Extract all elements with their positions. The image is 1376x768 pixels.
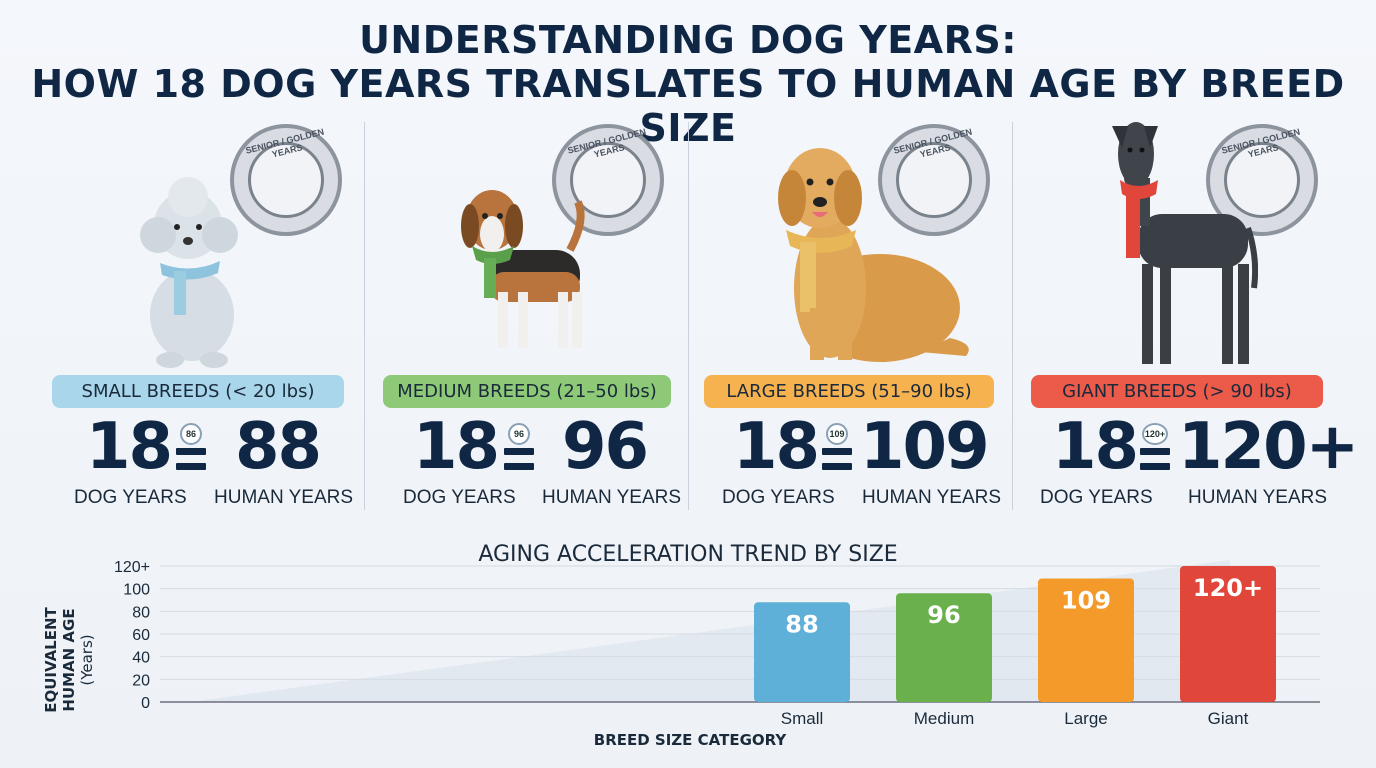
dog-years-value: 18: [1052, 410, 1139, 484]
human-years-label: HUMAN YEARS: [862, 487, 1002, 508]
bar: [896, 593, 992, 702]
human-years-value: 120+: [1178, 410, 1359, 484]
senior-badge-icon: SENIOR / GOLDEN YEARS: [552, 124, 664, 236]
breed-label-small: SMALL BREEDS (< 20 lbs): [52, 375, 344, 408]
chart-title: AGING ACCELERATION TREND BY SIZE: [478, 542, 898, 567]
y-tick-label: 40: [132, 650, 150, 667]
breed-label-large: LARGE BREEDS (51–90 lbs): [704, 375, 994, 408]
x-tick-label: Small: [781, 709, 824, 728]
bar: [1038, 578, 1134, 702]
bar-value-label: 120+: [1193, 574, 1263, 602]
equals-icon: [176, 448, 206, 472]
human-years-label: HUMAN YEARS: [214, 487, 354, 508]
bar: [1180, 566, 1276, 702]
bar: [754, 602, 850, 702]
mini-gauge-icon: 120+: [1142, 423, 1168, 445]
mini-gauge-icon: 86: [180, 423, 202, 445]
y-axis-label-line-2: HUMAN AGE: [60, 608, 78, 712]
human-years-label: HUMAN YEARS: [1188, 487, 1328, 508]
panel-divider: [688, 122, 689, 510]
senior-badge-icon: SENIOR / GOLDEN YEARS: [230, 124, 342, 236]
y-tick-label: 20: [132, 672, 150, 689]
equals-icon: [1140, 448, 1170, 472]
bar-value-label: 109: [1061, 586, 1111, 614]
dog-years-label: DOG YEARS: [74, 487, 187, 508]
dog-years-label: DOG YEARS: [403, 487, 516, 508]
y-axis-label-line-1: EQUIVALENT: [42, 607, 60, 713]
y-tick-label: 60: [132, 627, 150, 644]
breed-label-giant: GIANT BREEDS (> 90 lbs): [1031, 375, 1323, 408]
bar-value-label: 88: [785, 610, 818, 638]
human-years-value: 88: [235, 410, 322, 484]
mini-gauge-icon: 96: [508, 423, 530, 445]
page-title-line-1: UNDERSTANDING DOG YEARS:: [359, 18, 1017, 62]
y-axis-label: EQUIVALENT HUMAN AGE (Years): [42, 598, 96, 722]
x-tick-label: Giant: [1208, 709, 1249, 728]
senior-badge-icon: SENIOR / GOLDEN YEARS: [878, 124, 990, 236]
panel-divider: [364, 122, 365, 510]
human-years-value: 109: [860, 410, 990, 484]
equals-icon: [822, 448, 852, 472]
senior-badge-icon: SENIOR / GOLDEN YEARS: [1206, 124, 1318, 236]
dog-years-value: 18: [413, 410, 500, 484]
beagle-illustration: [461, 190, 585, 348]
equals-icon: [504, 448, 534, 472]
golden-retriever-illustration: [778, 148, 969, 362]
y-tick-label: 80: [132, 604, 150, 621]
human-years-label: HUMAN YEARS: [542, 487, 682, 508]
x-tick-label: Large: [1064, 709, 1107, 728]
panel-divider: [1012, 122, 1013, 510]
dog-years-value: 18: [86, 410, 173, 484]
x-axis-label: BREED SIZE CATEGORY: [593, 731, 787, 749]
dog-years-label: DOG YEARS: [722, 487, 835, 508]
mini-gauge-icon: 109: [826, 423, 848, 445]
y-axis-label-line-3: (Years): [78, 634, 96, 686]
page-title-line-2: HOW 18 DOG YEARS TRANSLATES TO HUMAN AGE…: [31, 62, 1345, 150]
y-tick-label: 0: [141, 695, 150, 712]
breed-label-medium: MEDIUM BREEDS (21–50 lbs): [383, 375, 671, 408]
dog-years-label: DOG YEARS: [1040, 487, 1153, 508]
bar-chart: 0 20 40 60 80 100 120+ 88 Small 96 Medium 109 Large 1…: [114, 560, 1320, 728]
bar-value-label: 96: [927, 601, 960, 629]
human-years-value: 96: [562, 410, 649, 484]
poodle-illustration: [140, 177, 238, 368]
x-tick-label: Medium: [914, 709, 974, 728]
y-tick-label: 120+: [114, 560, 150, 576]
great-dane-illustration: [1112, 122, 1258, 364]
dog-years-value: 18: [733, 410, 820, 484]
y-tick-label: 100: [123, 582, 150, 599]
